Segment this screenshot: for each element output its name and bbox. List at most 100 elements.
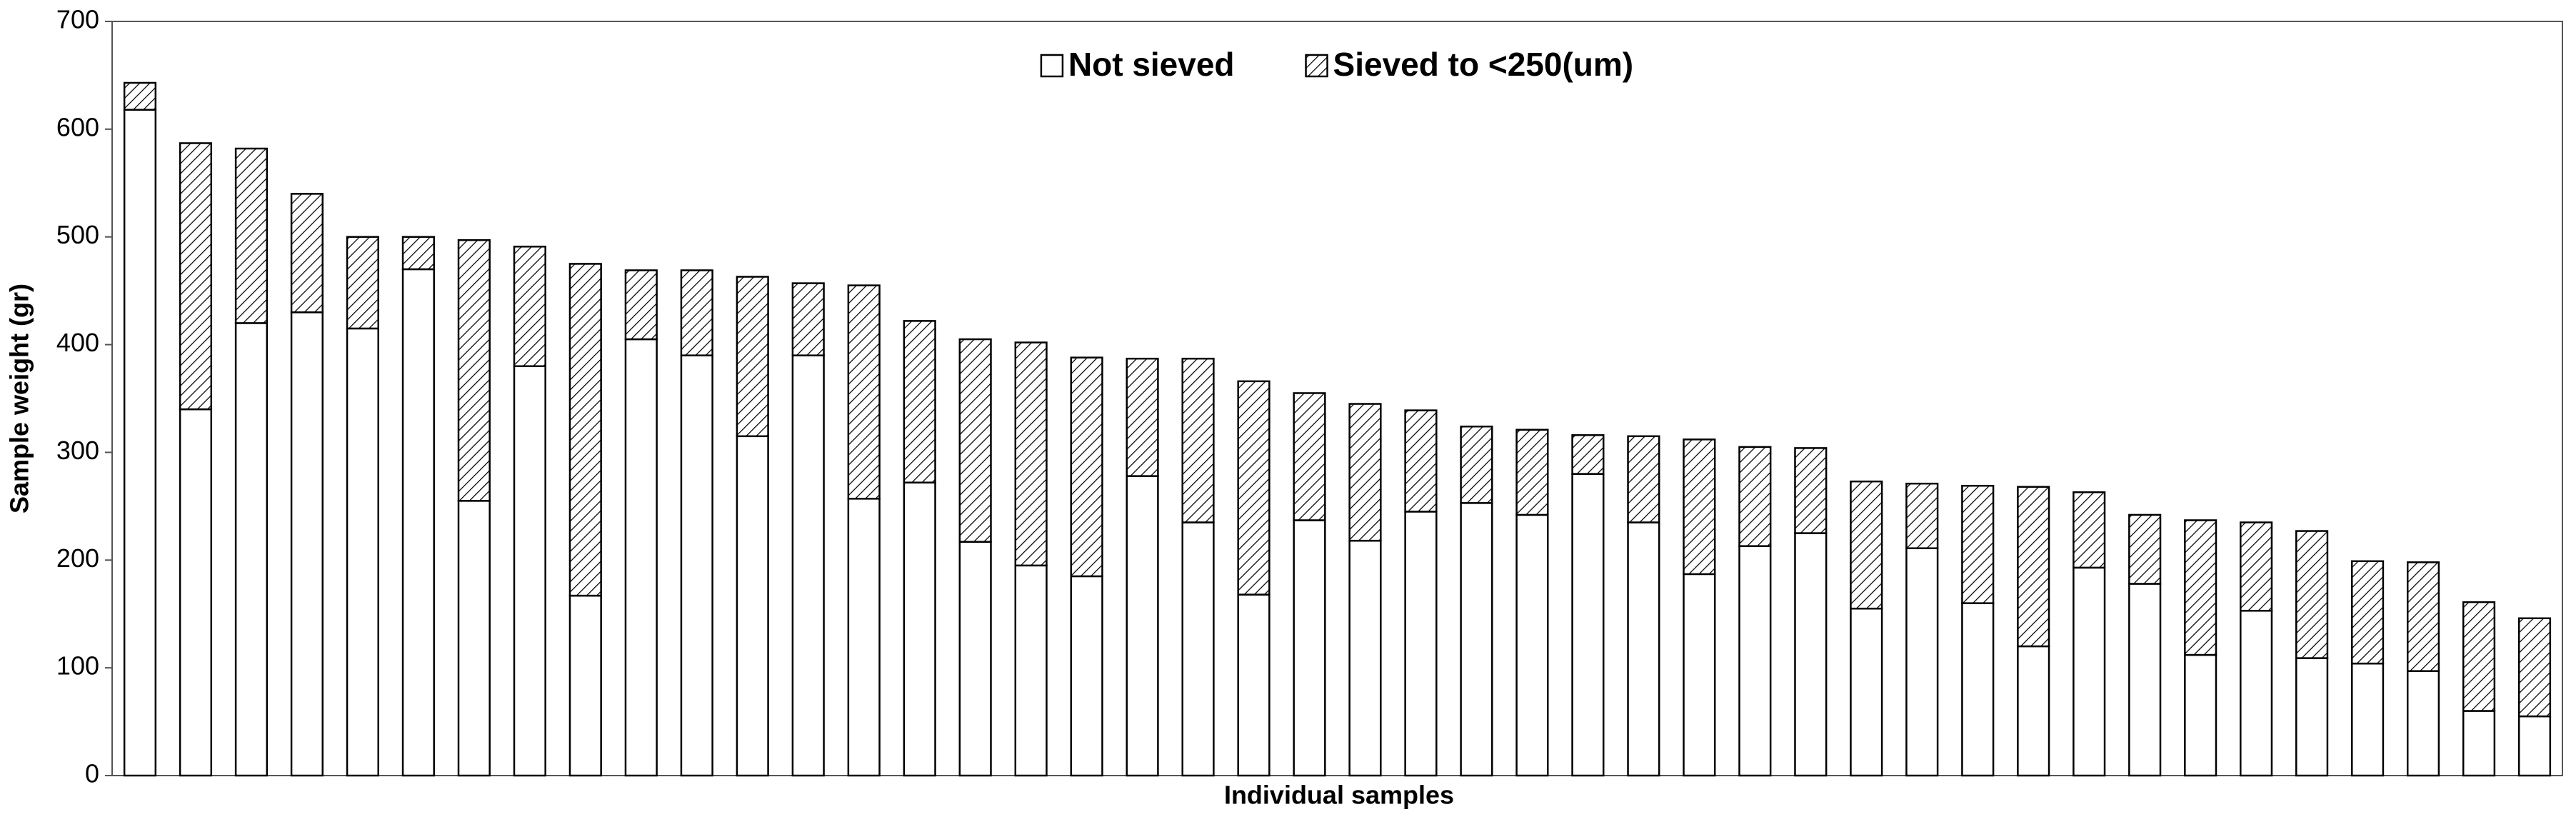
bar-segment: [1571, 473, 1605, 777]
bar-segment: [1348, 539, 1382, 777]
legend-label: Not sieved: [1068, 46, 1235, 83]
legend-swatch: [1305, 54, 1328, 78]
bar-segment: [2073, 491, 2106, 569]
bar-segment: [2295, 657, 2329, 777]
bar-segment: [2350, 662, 2385, 777]
bar-segment: [791, 282, 825, 356]
bar-segment: [2295, 530, 2329, 659]
bar-segment: [2406, 670, 2440, 777]
bar-segment: [1738, 545, 1772, 777]
bar-segment: [680, 354, 713, 777]
bar-segment: [1738, 446, 1772, 547]
bar-segment: [290, 193, 324, 314]
bar-segment: [1404, 511, 1438, 777]
bar-segment: [1460, 425, 1493, 504]
bar-segment: [903, 320, 936, 483]
y-tick-label: 100: [56, 651, 99, 681]
bar-segment: [1571, 434, 1605, 475]
bar-segment: [2462, 601, 2496, 712]
plot-frame: [111, 21, 2563, 776]
bar-segment: [401, 268, 435, 777]
bar-segment: [123, 81, 157, 111]
bar-segment: [2128, 513, 2162, 585]
bar-segment: [1070, 356, 1103, 578]
bar-segment: [2240, 521, 2273, 612]
bar-segment: [1794, 447, 1828, 534]
bar-segment: [1850, 607, 1883, 777]
bar-segment: [1070, 575, 1103, 777]
bar-segment: [1794, 532, 1828, 777]
bar-segment: [1014, 564, 1048, 777]
bar-segment: [290, 311, 324, 777]
bar-segment: [234, 147, 269, 324]
y-tick-label: 300: [56, 436, 99, 465]
bar-segment: [2406, 561, 2440, 672]
bar-segment: [2517, 617, 2552, 718]
bar-segment: [1404, 409, 1438, 513]
bar-segment: [847, 284, 881, 500]
legend-label: Sieved to <250(um): [1333, 46, 1634, 83]
bar-segment: [1961, 484, 1995, 604]
x-axis-title: Individual samples: [1224, 781, 1454, 810]
bar-segment: [958, 338, 992, 543]
bar-segment: [1961, 602, 1995, 777]
bar-segment: [2128, 583, 2162, 777]
bar-segment: [1905, 482, 1939, 549]
bar-segment: [1237, 380, 1271, 596]
bar-segment: [2462, 710, 2496, 777]
y-tick-label: 0: [85, 759, 99, 788]
bar-segment: [179, 408, 213, 777]
bar-segment: [1905, 547, 1939, 777]
bar-segment: [2517, 715, 2552, 777]
bar-segment: [179, 142, 213, 411]
y-axis-title: Sample weight (gr): [5, 284, 34, 513]
bar-segment: [1460, 502, 1493, 777]
y-tick-label: 200: [56, 543, 99, 573]
legend-swatch: [1040, 54, 1064, 78]
bar-segment: [1515, 513, 1549, 777]
bar-segment: [1181, 357, 1215, 523]
bar-segment: [1293, 392, 1326, 521]
y-tick-label: 500: [56, 220, 99, 249]
bar-segment: [568, 594, 602, 777]
bar-segment: [2184, 519, 2217, 656]
bar-segment: [2350, 560, 2385, 665]
bar-segment: [2240, 609, 2273, 777]
bar-segment: [457, 500, 491, 777]
bar-segment: [903, 481, 936, 777]
bar-segment: [958, 541, 992, 777]
y-tick-label: 400: [56, 328, 99, 357]
bar-segment: [736, 435, 769, 777]
bar-segment: [1181, 521, 1215, 777]
bar-segment: [513, 246, 546, 367]
bar-segment: [346, 236, 379, 330]
bar-segment: [1126, 475, 1159, 777]
y-tick-label: 600: [56, 112, 99, 141]
bar-segment: [624, 338, 658, 777]
bar-segment: [1515, 428, 1549, 516]
bar-segment: [847, 498, 881, 777]
bar-segment: [1237, 593, 1271, 777]
bar-segment: [1683, 438, 1716, 576]
bar-segment: [2017, 645, 2050, 777]
bar-segment: [1850, 480, 1883, 610]
bar-segment: [346, 327, 379, 777]
bar-segment: [2073, 566, 2106, 777]
bar-segment: [791, 354, 825, 777]
bar-segment: [736, 276, 769, 438]
bar-segment: [234, 322, 269, 777]
bar-segment: [2017, 486, 2050, 648]
bar-segment: [568, 263, 602, 597]
bar-segment: [1348, 403, 1382, 542]
bar-segment: [1627, 521, 1660, 777]
bar-segment: [513, 365, 546, 777]
bar-segment: [2184, 653, 2217, 777]
y-tick-label: 700: [56, 5, 99, 34]
bar-segment: [1126, 357, 1159, 477]
bar-segment: [1627, 435, 1660, 523]
bar-segment: [1683, 573, 1716, 777]
bar-segment: [1293, 519, 1326, 777]
bar-segment: [123, 109, 157, 777]
